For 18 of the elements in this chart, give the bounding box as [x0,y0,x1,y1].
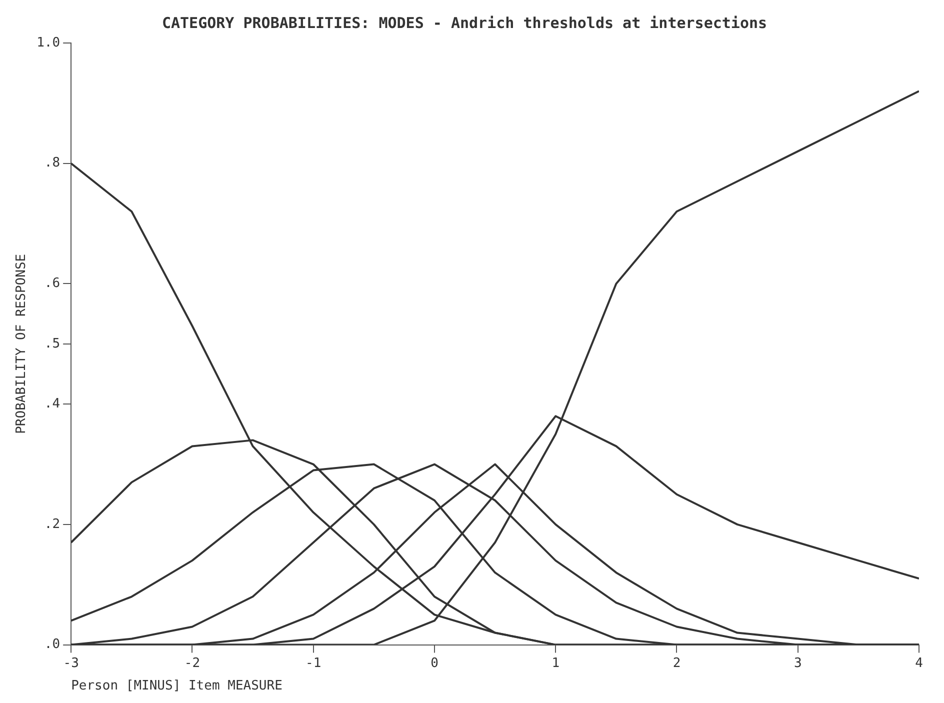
chart-title: CATEGORY PROBABILITIES: MODES - Andrich thresholds at intersections [162,14,768,32]
y-tick-label: .5 [44,336,60,352]
x-tick-label: 0 [430,656,438,671]
x-tick-label: 1 [552,656,560,671]
x-tick-label: 2 [672,656,681,671]
x-tick-label: 4 [915,656,924,671]
y-tick-label: 1.0 [36,35,60,50]
y-tick-label: .8 [44,156,60,171]
x-tick-label: -2 [184,656,200,671]
x-axis-title: Person [MINUS] Item MEASURE [71,678,282,694]
y-axis-title: PROBABILITY OF RESPONSE [14,254,30,434]
y-tick-label: .4 [44,396,60,412]
x-tick-label: -3 [63,656,79,671]
y-tick-label: .0 [44,637,60,652]
y-tick-label: .6 [44,276,60,292]
x-tick-label: 3 [794,656,802,671]
y-tick-label: .2 [44,516,60,532]
x-tick-label: -1 [306,656,322,671]
